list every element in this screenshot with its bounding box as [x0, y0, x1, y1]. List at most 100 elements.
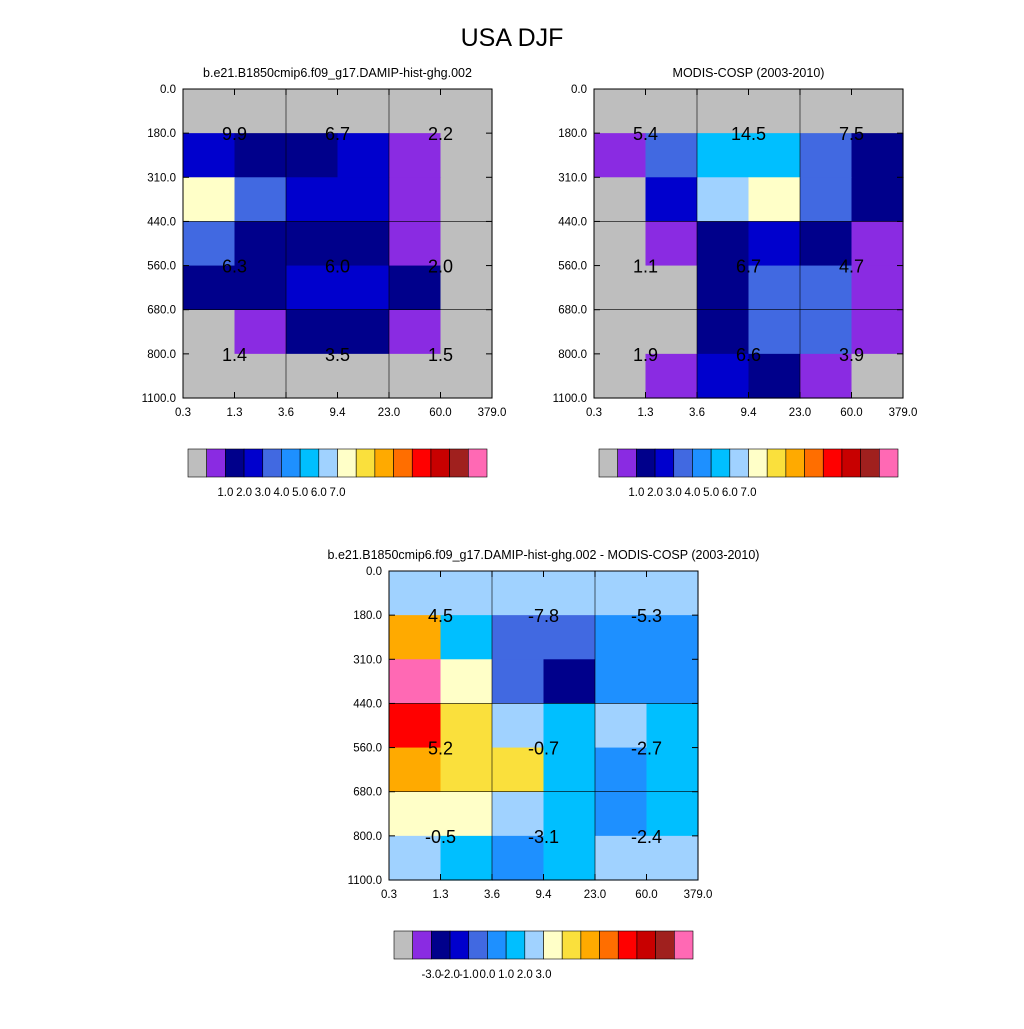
cell-value-label: 2.0 [428, 257, 453, 277]
heatmap-cell [234, 133, 287, 178]
heatmap-cell [440, 177, 493, 223]
colorbar-swatch [318, 448, 338, 478]
cell-value-label: 5.4 [633, 124, 658, 144]
heatmap-cell [440, 835, 493, 881]
heatmap-cell [389, 353, 442, 399]
cell-value-label: 7.5 [839, 124, 864, 144]
heatmap-cell [697, 265, 750, 311]
cell-value-label: 6.6 [736, 345, 761, 365]
heatmap-cell [800, 309, 853, 355]
heatmap-cell [234, 89, 287, 134]
heatmap-cell [440, 221, 493, 267]
heatmap-cell [440, 791, 493, 837]
y-tick-label: 800.0 [558, 349, 587, 361]
cell-value-label: 1.4 [222, 345, 247, 365]
heatmap-cell [492, 703, 545, 749]
heatmap-cell [492, 747, 545, 793]
heatmap-cell [234, 309, 287, 355]
heatmap-cell [645, 309, 698, 355]
y-tick-label: 310.0 [147, 172, 176, 184]
heatmap-cell [337, 265, 390, 311]
heatmap-cell [286, 265, 339, 311]
colorbar-swatch [599, 930, 619, 960]
heatmap-cell [492, 835, 545, 881]
colorbar-swatch [393, 448, 413, 478]
heatmap-cell [697, 89, 750, 134]
cell-value-label: 9.9 [222, 124, 247, 144]
heatmap-cell [697, 353, 750, 399]
colorbar-swatch [561, 930, 582, 960]
heatmap-cell [389, 265, 442, 311]
heatmap-cell [543, 659, 596, 705]
colorbar-swatch [543, 930, 563, 960]
x-tick-label: 60.0 [635, 889, 657, 901]
cell-value-label: -0.5 [425, 827, 456, 847]
heatmap-cell [748, 221, 801, 267]
x-tick-label: 60.0 [840, 407, 862, 419]
heatmap-cell [286, 177, 339, 223]
heatmap-cell [389, 703, 442, 749]
colorbar-label: 1.0 [498, 969, 514, 981]
colorbar-swatch [598, 448, 618, 478]
heatmap-cell [646, 791, 699, 837]
heatmap-cell [748, 265, 801, 311]
x-tick-label: 9.4 [741, 407, 758, 419]
colorbar-swatch [374, 448, 394, 478]
y-tick-label: 440.0 [147, 216, 176, 228]
colorbar-label: 1.0 [628, 487, 644, 499]
colorbar-swatch [841, 448, 861, 478]
colorbar-label: 4.0 [273, 487, 289, 499]
y-tick-label: 180.0 [147, 128, 176, 140]
heatmap-cell [234, 221, 287, 267]
heatmap-cell [389, 89, 442, 134]
colorbar: -3.0-2.0-1.0 0.0 1.0 2.0 3.0 [393, 930, 694, 981]
colorbar-label: -2.0 [440, 969, 460, 981]
cell-value-label: 6.0 [325, 257, 350, 277]
colorbar-swatch [692, 448, 712, 478]
heatmap-cell [389, 177, 442, 223]
heatmap-cell [183, 353, 236, 399]
colorbar-swatch [431, 930, 451, 960]
heatmap-cell [851, 309, 904, 355]
y-tick-label: 180.0 [353, 610, 382, 622]
heatmap-cell [337, 353, 390, 399]
heatmap-cell [645, 221, 698, 267]
y-tick-label: 1100.0 [142, 393, 176, 405]
panel-title: MODIS-COSP (2003-2010) [673, 66, 825, 80]
heatmap-cell [645, 89, 698, 134]
x-tick-label: 0.3 [586, 407, 602, 419]
y-tick-label: 1100.0 [348, 875, 382, 887]
colorbar-label: 6.0 [311, 487, 327, 499]
x-tick-label: 3.6 [484, 889, 500, 901]
colorbar-swatch [524, 930, 544, 960]
colorbar-swatch [281, 448, 301, 478]
colorbar-label: -1.0 [459, 969, 479, 981]
heatmap-cell [595, 571, 648, 616]
heatmap-cell [183, 309, 236, 355]
heatmap-cell [748, 177, 801, 223]
heatmap-cell [440, 571, 493, 616]
panel-title: b.e21.B1850cmip6.f09_g17.DAMIP-hist-ghg.… [203, 66, 472, 80]
colorbar-swatch [879, 448, 899, 478]
heatmap-cell [851, 353, 904, 399]
x-tick-label: 23.0 [789, 407, 811, 419]
heatmap-cell [183, 133, 236, 178]
heatmap-cell [594, 89, 647, 134]
heatmap-cell [337, 133, 390, 178]
colorbar-swatch [449, 448, 469, 478]
cell-value-label: -0.7 [528, 739, 559, 759]
panel-3: b.e21.B1850cmip6.f09_g17.DAMIP-hist-ghg.… [328, 548, 760, 981]
heatmap-cell [645, 265, 698, 311]
colorbar-swatch [766, 448, 787, 478]
colorbar-swatch [654, 448, 675, 478]
heatmap-cell [337, 177, 390, 223]
colorbar-swatch [822, 448, 843, 478]
colorbar-swatch [617, 448, 637, 478]
heatmap-cell [440, 659, 493, 705]
heatmap-cell [389, 571, 442, 616]
cell-value-label: -2.7 [631, 739, 662, 759]
colorbar-swatch [187, 448, 207, 478]
colorbar-swatch [412, 930, 432, 960]
cell-value-label: 1.5 [428, 345, 453, 365]
heatmap-cell [595, 791, 648, 837]
